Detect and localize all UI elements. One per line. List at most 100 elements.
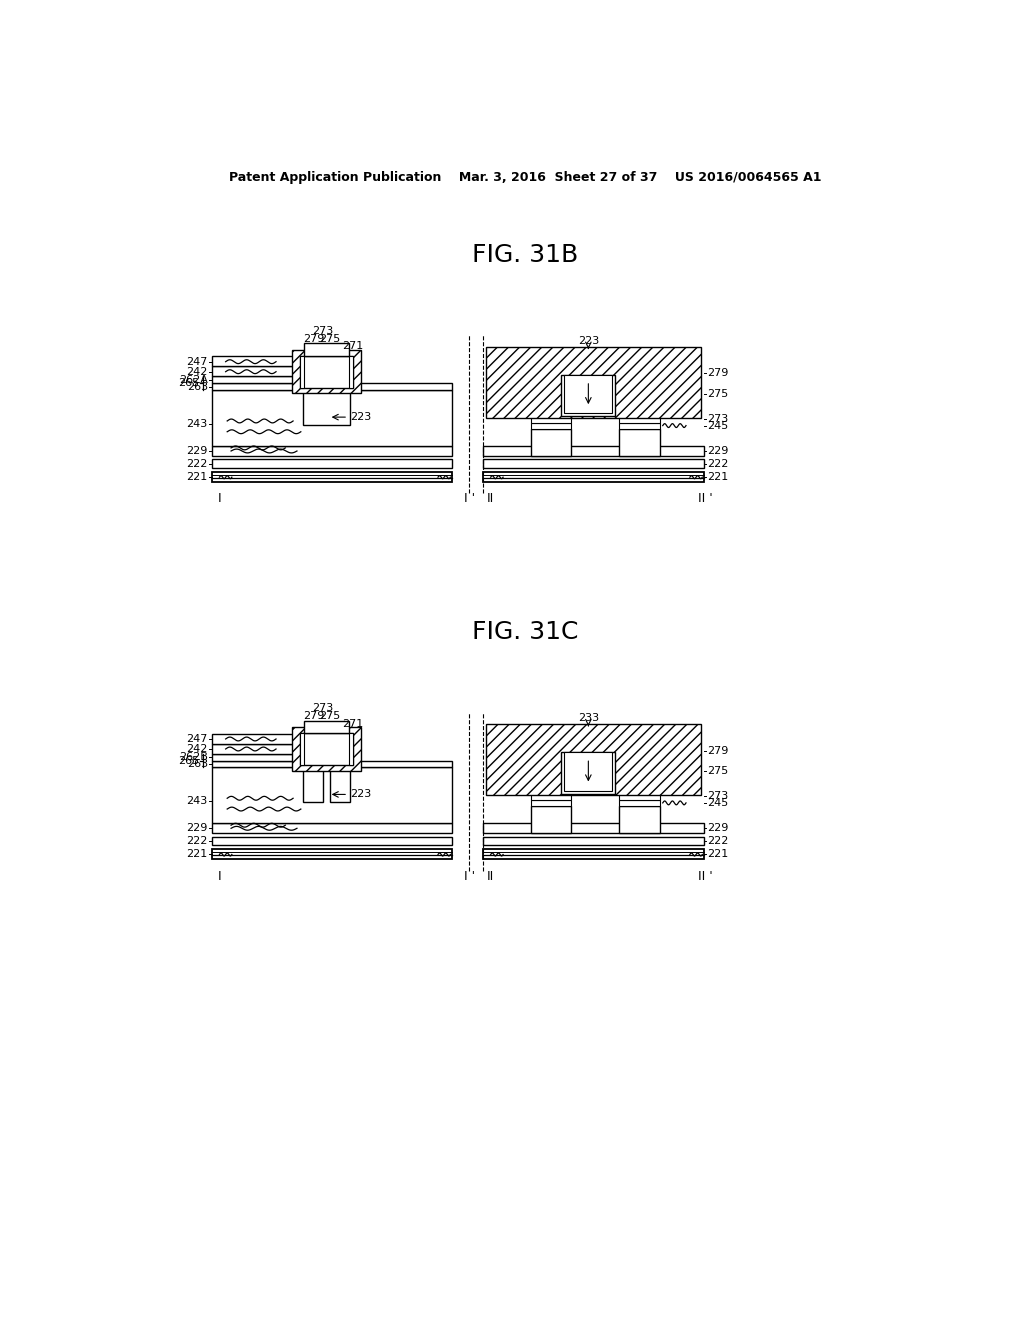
Bar [300, 355, 352, 388]
Bar [483, 837, 703, 845]
Text: 245: 245 [707, 421, 728, 430]
Bar [483, 822, 703, 833]
Bar [620, 414, 659, 422]
Bar [300, 733, 352, 766]
Text: II ': II ' [697, 870, 713, 883]
Text: 263: 263 [186, 381, 208, 392]
Bar [212, 367, 332, 376]
Text: II: II [486, 492, 494, 506]
Text: 262B: 262B [179, 752, 208, 763]
Bar [212, 459, 452, 469]
Bar [303, 391, 349, 425]
Bar [620, 792, 659, 800]
Bar [212, 849, 452, 859]
Text: I ': I ' [464, 492, 475, 506]
Text: 229: 229 [186, 446, 208, 455]
Bar [212, 391, 452, 446]
Text: 242: 242 [186, 744, 208, 754]
Bar [212, 760, 452, 767]
Text: 275: 275 [318, 334, 340, 343]
Bar [292, 727, 360, 771]
Bar [483, 446, 703, 455]
Bar [212, 743, 332, 754]
Text: I ': I ' [464, 870, 475, 883]
Bar [292, 350, 360, 393]
Bar [620, 429, 659, 455]
Text: 271: 271 [342, 718, 364, 729]
Text: 271: 271 [342, 342, 364, 351]
Text: 273: 273 [707, 413, 728, 424]
Text: FIG. 31B: FIG. 31B [472, 243, 578, 267]
Bar [561, 375, 615, 416]
Text: 221: 221 [707, 850, 728, 859]
Text: 221: 221 [186, 473, 208, 482]
Bar [300, 355, 304, 388]
Bar [483, 849, 703, 859]
Bar [531, 800, 571, 807]
Text: 222: 222 [186, 837, 208, 846]
Bar [212, 356, 332, 367]
Bar [620, 800, 659, 807]
Bar [483, 459, 703, 469]
Text: 273: 273 [707, 791, 728, 801]
Bar [483, 471, 703, 482]
Text: 223: 223 [578, 335, 599, 346]
Bar [531, 414, 571, 422]
Bar [531, 429, 571, 455]
Text: 242: 242 [186, 367, 208, 376]
Text: 243: 243 [186, 418, 208, 429]
Bar [564, 375, 612, 413]
Text: 243: 243 [186, 796, 208, 807]
Bar [531, 422, 571, 429]
Bar [212, 471, 452, 482]
Text: 265: 265 [178, 379, 200, 388]
Bar [300, 733, 304, 766]
Text: 221: 221 [707, 473, 728, 482]
Text: II: II [486, 870, 494, 883]
Bar [564, 752, 612, 791]
Bar [620, 807, 659, 833]
Bar [212, 376, 332, 383]
Bar [561, 752, 615, 793]
Text: 279: 279 [303, 334, 325, 343]
Bar [212, 767, 452, 822]
Bar [531, 807, 571, 833]
Text: 221: 221 [186, 850, 208, 859]
Text: 229: 229 [707, 446, 728, 455]
Text: 265: 265 [178, 755, 200, 766]
Text: 233: 233 [578, 713, 599, 723]
Text: 247: 247 [186, 356, 208, 367]
Text: 222: 222 [707, 837, 728, 846]
Bar [304, 721, 349, 733]
Bar [620, 422, 659, 429]
Text: 223: 223 [349, 412, 371, 422]
Bar [349, 355, 352, 388]
Bar [303, 767, 324, 803]
Text: 262A: 262A [179, 375, 208, 385]
Text: 275: 275 [707, 389, 728, 399]
Bar [212, 754, 332, 760]
Bar [531, 792, 571, 800]
Bar [486, 725, 700, 795]
Bar [212, 383, 452, 391]
Text: 273: 273 [312, 704, 333, 713]
Bar [486, 347, 700, 418]
Text: 275: 275 [707, 767, 728, 776]
Text: 222: 222 [186, 459, 208, 469]
Text: FIG. 31C: FIG. 31C [472, 620, 578, 644]
Bar [212, 837, 452, 845]
Bar [349, 733, 352, 766]
Text: 247: 247 [186, 734, 208, 744]
Text: 263: 263 [186, 759, 208, 770]
Text: 223: 223 [349, 789, 371, 800]
Bar [212, 822, 452, 833]
Text: 275: 275 [318, 711, 340, 721]
Bar [330, 767, 349, 803]
Bar [212, 734, 332, 743]
Text: 222: 222 [707, 459, 728, 469]
Text: 279: 279 [707, 746, 728, 755]
Text: 229: 229 [707, 824, 728, 833]
Text: Patent Application Publication    Mar. 3, 2016  Sheet 27 of 37    US 2016/006456: Patent Application Publication Mar. 3, 2… [228, 172, 821, 185]
Text: I: I [218, 870, 221, 883]
Bar [304, 343, 349, 355]
